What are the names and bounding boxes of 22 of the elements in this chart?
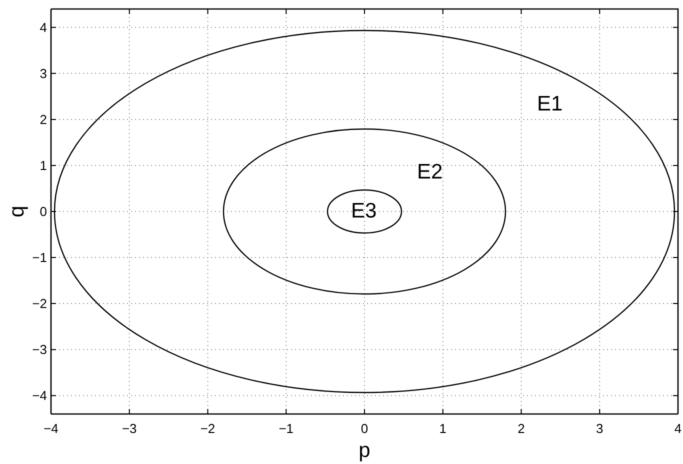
x-axis-title: p (358, 439, 370, 462)
x-tick-label: 4 (674, 421, 682, 436)
y-tick-label: 2 (40, 112, 47, 128)
y-tick-label: −1 (32, 250, 47, 266)
annotation: E2 (417, 160, 443, 184)
y-axis-title: q (6, 206, 28, 218)
y-tick-label: −4 (32, 388, 47, 404)
x-tick-label: −3 (122, 421, 137, 436)
y-tick-label: 1 (40, 158, 47, 174)
y-tick-label: 4 (40, 20, 47, 36)
y-tick-label: 3 (40, 66, 47, 82)
annotation: E1 (537, 92, 563, 116)
x-tick-label: −1 (278, 421, 294, 436)
y-tick-label: −3 (32, 342, 47, 358)
y-tick-label: −2 (32, 296, 47, 312)
x-tick-label: 2 (518, 421, 525, 436)
x-tick-label: 3 (596, 421, 604, 436)
x-tick-label: 1 (439, 421, 446, 436)
x-tick-label: −2 (200, 421, 216, 436)
annotation: E3 (351, 200, 377, 222)
y-tick-label: 0 (40, 204, 47, 220)
x-tick-label: 0 (360, 421, 368, 436)
